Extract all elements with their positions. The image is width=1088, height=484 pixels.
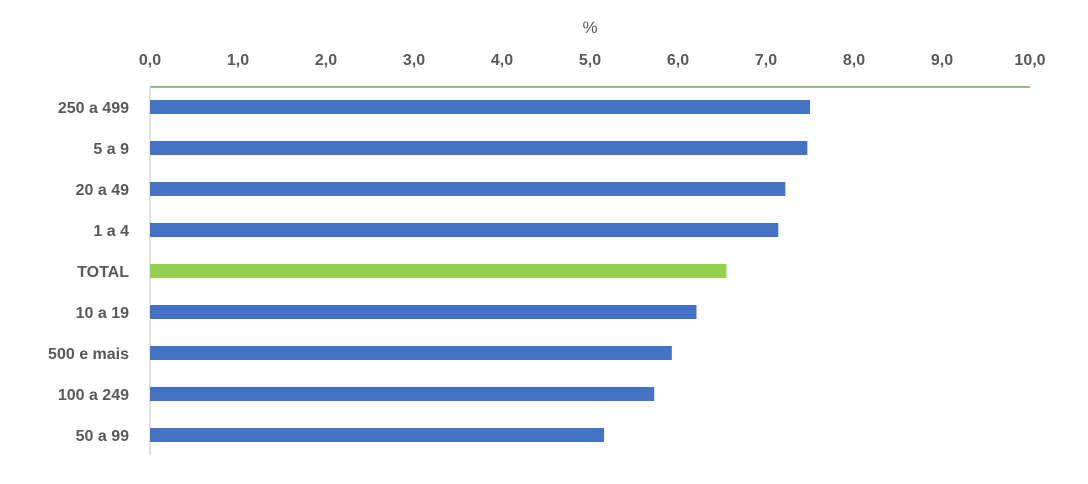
bars-group xyxy=(150,100,810,442)
x-tick-label: 5,0 xyxy=(579,52,601,69)
x-tick-label: 2,0 xyxy=(315,52,337,69)
bar xyxy=(150,141,808,155)
x-tick-label: 3,0 xyxy=(403,52,425,69)
x-tick-label: 6,0 xyxy=(667,52,689,69)
x-tick-label: 4,0 xyxy=(491,52,513,69)
x-tick-label: 10,0 xyxy=(1014,52,1045,69)
x-tick-label: 8,0 xyxy=(843,52,865,69)
bar xyxy=(150,223,779,237)
bar xyxy=(150,305,697,319)
x-tick-label: 0,0 xyxy=(139,52,161,69)
bar xyxy=(150,387,655,401)
bar xyxy=(150,264,727,278)
bar xyxy=(150,182,786,196)
category-label: 500 e mais xyxy=(48,346,129,363)
x-tick-label: 1,0 xyxy=(227,52,249,69)
category-label: 100 a 249 xyxy=(58,387,129,404)
category-label: 5 a 9 xyxy=(93,141,129,158)
category-label: 1 a 4 xyxy=(93,223,129,240)
category-labels: 250 a 499 5 a 9 20 a 49 1 a 4 TOTAL 10 a 19 50… xyxy=(48,100,129,445)
x-tick-label: 9,0 xyxy=(931,52,953,69)
x-axis-ticks: 0,0 1,0 2,0 3,0 4,0 5,0 6,0 7,0 8,0 9,0 10,0 xyxy=(139,52,1046,69)
category-label: 250 a 499 xyxy=(58,100,129,117)
x-tick-label: 7,0 xyxy=(755,52,777,69)
x-axis-title: % xyxy=(582,18,597,37)
category-label: 50 a 99 xyxy=(76,428,129,445)
bar xyxy=(150,428,605,442)
bar xyxy=(150,100,810,114)
category-label: 10 a 19 xyxy=(76,305,129,322)
category-label: 20 a 49 xyxy=(76,182,129,199)
bar xyxy=(150,346,672,360)
category-label: TOTAL xyxy=(77,264,129,281)
